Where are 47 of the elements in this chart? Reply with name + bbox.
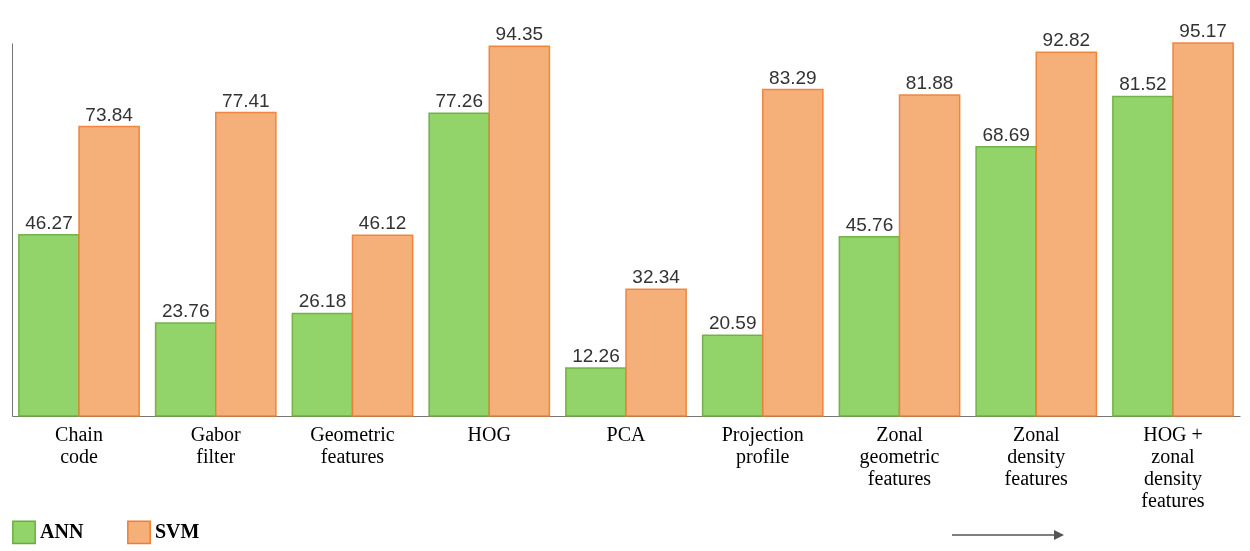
bar bbox=[78, 125, 140, 417]
x-tick-label: Projection profile bbox=[721, 422, 804, 468]
bar bbox=[1035, 51, 1098, 417]
bar bbox=[762, 88, 824, 417]
data-label: 83.29 bbox=[769, 66, 817, 88]
x-tick-label: Zonal density features bbox=[1004, 422, 1069, 489]
data-label: 81.88 bbox=[905, 72, 954, 94]
data-label: 95.17 bbox=[1179, 20, 1227, 41]
bar bbox=[565, 367, 627, 417]
bar bbox=[838, 235, 901, 417]
bar bbox=[975, 146, 1037, 417]
data-label: 12.26 bbox=[572, 344, 620, 366]
data-label: 45.76 bbox=[845, 213, 894, 235]
data-label: 94.35 bbox=[495, 23, 544, 45]
legend-label: ANN bbox=[40, 520, 84, 543]
bar bbox=[1172, 42, 1234, 417]
data-label: 32.34 bbox=[632, 266, 681, 288]
bar bbox=[1112, 95, 1174, 417]
x-tick-label: HOG bbox=[467, 422, 511, 445]
bar bbox=[625, 288, 687, 417]
data-label: 46.27 bbox=[25, 211, 73, 233]
bar bbox=[351, 234, 414, 417]
data-label: 46.12 bbox=[358, 212, 407, 234]
bar bbox=[488, 45, 551, 417]
bar bbox=[428, 112, 490, 417]
data-label: 26.18 bbox=[298, 290, 347, 312]
data-label: 77.26 bbox=[435, 90, 483, 112]
data-label: 23.76 bbox=[161, 299, 210, 321]
bar bbox=[18, 233, 80, 417]
x-tick-label: Zonal geometric features bbox=[859, 422, 940, 489]
data-label: 81.52 bbox=[1119, 73, 1167, 95]
data-label: 73.84 bbox=[85, 103, 134, 125]
x-tick-label: Gabor filter bbox=[190, 422, 242, 467]
bar bbox=[154, 322, 217, 417]
bar bbox=[701, 334, 764, 417]
bar bbox=[215, 111, 277, 417]
data-label: 92.82 bbox=[1042, 29, 1091, 51]
data-label: 77.41 bbox=[222, 89, 270, 111]
bar bbox=[291, 312, 354, 417]
data-label: 20.59 bbox=[708, 312, 757, 334]
data-label: 68.69 bbox=[982, 123, 1030, 145]
bar bbox=[898, 94, 961, 417]
x-tick-label: HOG + zonal density features bbox=[1141, 422, 1205, 511]
x-tick-label: Geometric features bbox=[310, 422, 395, 467]
x-tick-label: Chain code bbox=[55, 422, 103, 467]
x-tick-label: PCA bbox=[606, 422, 647, 445]
legend-label: SVM bbox=[155, 520, 200, 543]
